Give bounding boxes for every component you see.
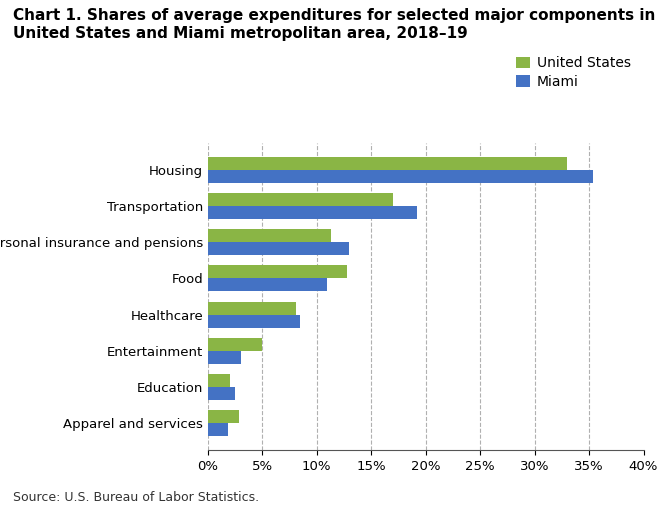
Bar [208, 265, 347, 278]
Bar [208, 338, 263, 351]
Bar [208, 351, 240, 364]
Bar [208, 374, 230, 387]
Bar [208, 229, 331, 242]
Text: Source: U.S. Bureau of Labor Statistics.: Source: U.S. Bureau of Labor Statistics. [13, 491, 259, 504]
Bar [208, 387, 235, 400]
Bar [208, 193, 393, 206]
Legend: United States, Miami: United States, Miami [511, 51, 636, 94]
Text: Chart 1. Shares of average expenditures for selected major components in the
Uni: Chart 1. Shares of average expenditures … [13, 8, 660, 41]
Bar [208, 242, 350, 255]
Bar [208, 206, 417, 219]
Bar [208, 169, 593, 183]
Bar [208, 278, 327, 292]
Bar [208, 315, 300, 328]
Bar [208, 157, 567, 169]
Bar [208, 423, 228, 436]
Bar [208, 410, 240, 423]
Bar [208, 301, 296, 315]
